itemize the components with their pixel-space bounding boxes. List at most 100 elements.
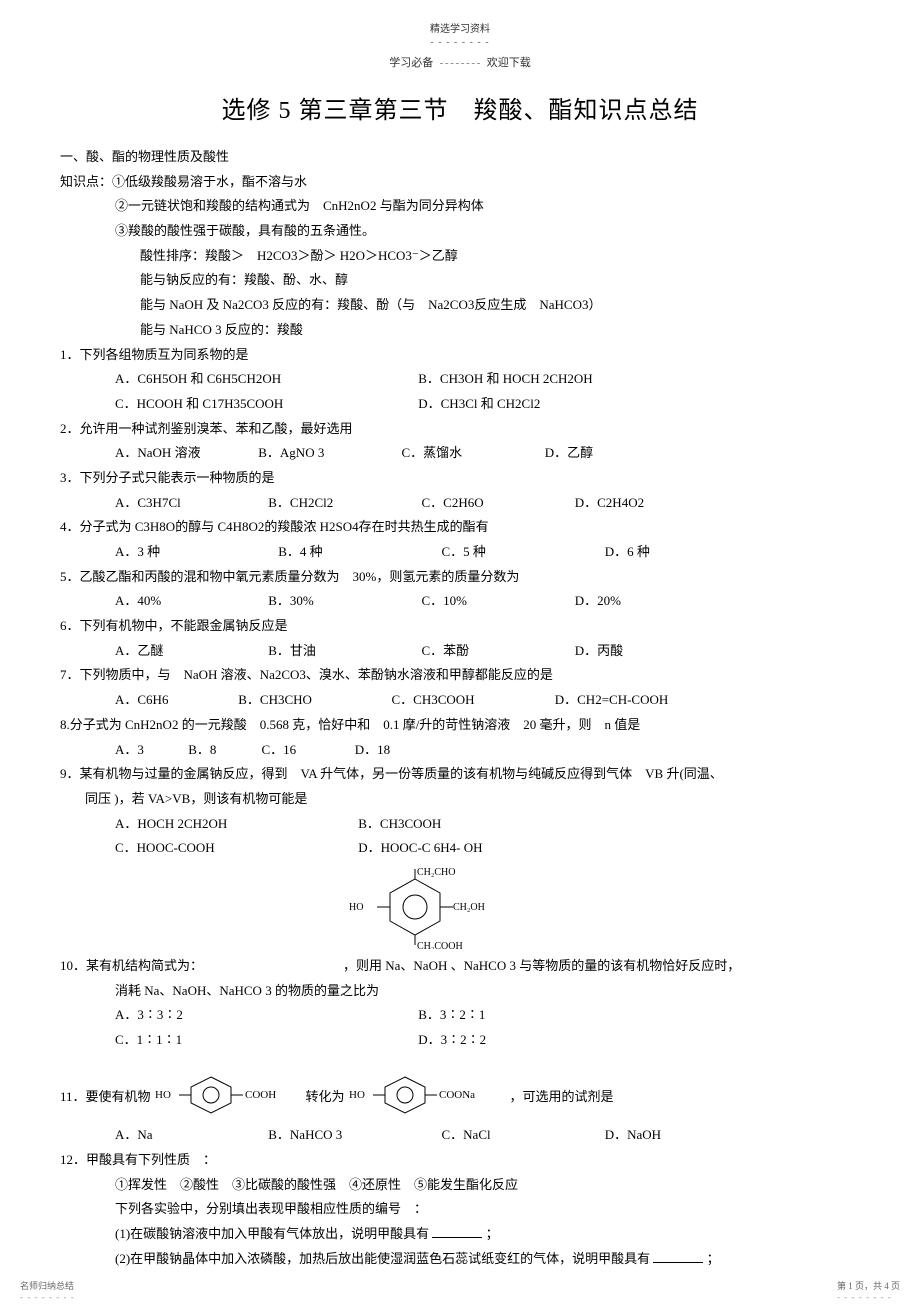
q9-b: B．CH3COOH: [358, 812, 441, 837]
q6-b: B．甘油: [268, 639, 418, 664]
q2-stem: 2．允许用一种试剂鉴别溴苯、苯和乙酸，最好选用: [60, 417, 860, 442]
q1-c: C．HCOOH 和 C17H35COOH: [115, 392, 415, 417]
q5-stem: 5．乙酸乙酯和丙酸的混和物中氧元素质量分数为 30%，则氢元素的质量分数为: [60, 565, 860, 590]
q9-opts-row1: A．HOCH 2CH2OH B．CH3COOH: [60, 812, 860, 837]
q11-pre: 11．要使有机物: [60, 1085, 151, 1110]
page-footer: 名师归纳总结 - - - - - - - - 第 1 页，共 4 页 - - -…: [20, 1279, 900, 1302]
footer-right-dash: - - - - - - - -: [837, 1292, 892, 1302]
benzene-coona-icon: HO COONa: [345, 1071, 510, 1115]
q7-stem: 7．下列物质中，与 NaOH 溶液、Na2CO3、溴水、苯酚钠水溶液和甲醇都能反…: [60, 663, 860, 688]
q12-stem: 12．甲酸具有下列性质 ：: [60, 1148, 860, 1173]
footer-left-dash: - - - - - - - -: [20, 1292, 75, 1302]
q4-stem: 4．分子式为 C3H8O的醇与 C4H8O2的羧酸浓 H2SO4存在时共热生成的…: [60, 515, 860, 540]
q7-a: A．C6H6: [115, 688, 235, 713]
q12-p2: (2)在甲酸钠晶体中加入浓磷酸，加热后放出能使湿润蓝色石蕊试纸变红的气体，说明甲…: [60, 1247, 860, 1272]
q1-opts-row2: C．HCOOH 和 C17H35COOH D．CH3Cl 和 CH2Cl2: [60, 392, 860, 417]
q11-opts: A．Na B．NaHCO 3 C．NaCl D．NaOH: [60, 1123, 860, 1148]
footer-left-text: 名师归纳总结: [20, 1281, 74, 1291]
page-title: 选修 5 第三章第三节 羧酸、酯知识点总结: [60, 90, 860, 125]
q10-stem-row: 10．某有机结构简式为： ，则用 Na、NaOH 、NaHCO 3 与等物质的量…: [60, 954, 860, 979]
svg-text:CH₂CHO: CH₂CHO: [417, 867, 456, 878]
q5-opts: A．40% B．30% C．10% D．20%: [60, 589, 860, 614]
q12-instr: 下列各实验中，分别填出表现甲酸相应性质的编号 ：: [60, 1197, 860, 1222]
svg-text:COOH: COOH: [245, 1089, 276, 1101]
q9-opts-row2: C．HOOC-COOH D．HOOC-C 6H4- OH: [60, 836, 860, 861]
q12-p1b: ；: [486, 1226, 499, 1241]
q10-structure-above: CH₂CHO HO CH₂OH CH₂COOH: [0, 867, 860, 954]
q10-pre: 10．某有机结构简式为：: [60, 954, 203, 979]
q2-b: B．AgNO 3: [258, 441, 398, 466]
q11-mid: 转化为: [306, 1085, 345, 1110]
q2-d: D．乙醇: [545, 441, 593, 466]
q8-opts: A．3 B．8 C．16 D．18: [60, 738, 860, 763]
svg-text:HO: HO: [349, 902, 363, 913]
q6-opts: A．乙醚 B．甘油 C．苯酚 D．丙酸: [60, 639, 860, 664]
header-sep: [440, 63, 480, 64]
q2-a: A．NaOH 溶液: [115, 441, 255, 466]
q6-d: D．丙酸: [575, 639, 623, 664]
header-tiny: 精选学习资料: [60, 20, 860, 35]
q10-opts-row2: C．1∶1∶1 D．3∶2∶2: [60, 1028, 860, 1053]
svg-text:HO: HO: [349, 1089, 365, 1101]
blank-2: [653, 1262, 703, 1263]
kp-2: ②一元链状饱和羧酸的结构通式为 CnH2nO2 与酯为同分异构体: [60, 194, 860, 219]
q11-b: B．NaHCO 3: [268, 1123, 438, 1148]
blank-1: [432, 1237, 482, 1238]
q2-opts: A．NaOH 溶液 B．AgNO 3 C．蒸馏水 D．乙醇: [60, 441, 860, 466]
q1-a: A．C6H5OH 和 C6H5CH2OH: [115, 367, 415, 392]
q12-p2a: (2)在甲酸钠晶体中加入浓磷酸，加热后放出能使湿润蓝色石蕊试纸变红的气体，说明甲…: [115, 1251, 650, 1266]
header-left: 学习必备: [389, 54, 433, 70]
q11-structure1: HO COOH: [151, 1071, 306, 1124]
q12-p1a: (1)在碳酸钠溶液中加入甲酸有气体放出，说明甲酸具有: [115, 1226, 429, 1241]
q10-line2: 消耗 Na、NaOH、NaHCO 3 的物质的量之比为: [60, 979, 860, 1004]
q12-props: ①挥发性 ②酸性 ③比碳酸的酸性强 ④还原性 ⑤能发生酯化反应: [60, 1173, 860, 1198]
q10-c: C．1∶1∶1: [115, 1028, 415, 1053]
q1-opts-row1: A．C6H5OH 和 C6H5CH2OH B．CH3OH 和 HOCH 2CH2…: [60, 367, 860, 392]
q9-a: A．HOCH 2CH2OH: [115, 812, 355, 837]
q10-d: D．3∶2∶2: [418, 1028, 486, 1053]
q5-a: A．40%: [115, 589, 265, 614]
q6-stem: 6．下列有机物中，不能跟金属钠反应是: [60, 614, 860, 639]
svg-text:COONa: COONa: [439, 1089, 475, 1101]
q3-d: D．C2H4O2: [575, 491, 644, 516]
q2-c: C．蒸馏水: [402, 441, 542, 466]
q3-b: B．CH2Cl2: [268, 491, 418, 516]
q10-a: A．3∶3∶2: [115, 1003, 415, 1028]
q6-a: A．乙醚: [115, 639, 265, 664]
q12-p1: (1)在碳酸钠溶液中加入甲酸有气体放出，说明甲酸具有 ；: [60, 1222, 860, 1247]
q9-d: D．HOOC-C 6H4- OH: [358, 836, 482, 861]
q4-a: A．3 种: [115, 540, 275, 565]
q11-c: C．NaCl: [442, 1123, 602, 1148]
q6-c: C．苯酚: [422, 639, 572, 664]
q1-b: B．CH3OH 和 HOCH 2CH2OH: [418, 367, 592, 392]
q11-post: ，可选用的试剂是: [510, 1085, 614, 1110]
header-row: 学习必备 欢迎下载: [60, 54, 860, 70]
section-1-title: 一、酸、酯的物理性质及酸性: [60, 145, 860, 170]
q4-b: B．4 种: [278, 540, 438, 565]
q8-b: B．8: [188, 738, 258, 763]
q5-b: B．30%: [268, 589, 418, 614]
acid-order: 酸性排序：羧酸＞ H2CO3＞酚＞ H2O＞HCO3⁻＞乙醇: [60, 244, 860, 269]
header-dashes: - - - - - - - -: [60, 37, 860, 48]
benzene-structure-icon: CH₂CHO HO CH₂OH CH₂COOH: [345, 867, 485, 949]
q8-a: A．3: [115, 738, 185, 763]
q7-c: C．CH3COOH: [392, 688, 552, 713]
nahco3-react: 能与 NaHCO 3 反应的：羧酸: [60, 318, 860, 343]
na-react: 能与钠反应的有：羧酸、酚、水、醇: [60, 268, 860, 293]
q10-post: ，则用 Na、NaOH 、NaHCO 3 与等物质的量的该有机物恰好反应时，: [343, 954, 740, 979]
q7-b: B．CH3CHO: [238, 688, 388, 713]
q10-opts-row1: A．3∶3∶2 B．3∶2∶1: [60, 1003, 860, 1028]
q11-d: D．NaOH: [605, 1123, 661, 1148]
q5-d: D．20%: [575, 589, 621, 614]
q10-b: B．3∶2∶1: [418, 1003, 485, 1028]
benzene-cooh-icon: HO COOH: [151, 1071, 306, 1115]
q11-structure2: HO COONa: [345, 1071, 510, 1124]
q11-a: A．Na: [115, 1123, 265, 1148]
q3-a: A．C3H7Cl: [115, 491, 265, 516]
q5-c: C．10%: [422, 589, 572, 614]
q8-c: C．16: [262, 738, 352, 763]
header-right: 欢迎下载: [487, 54, 531, 70]
naoh-react: 能与 NaOH 及 Na2CO3 反应的有：羧酸、酚（与 Na2CO3反应生成 …: [60, 293, 860, 318]
q12-p2b: ；: [707, 1251, 720, 1266]
svg-text:HO: HO: [155, 1089, 171, 1101]
